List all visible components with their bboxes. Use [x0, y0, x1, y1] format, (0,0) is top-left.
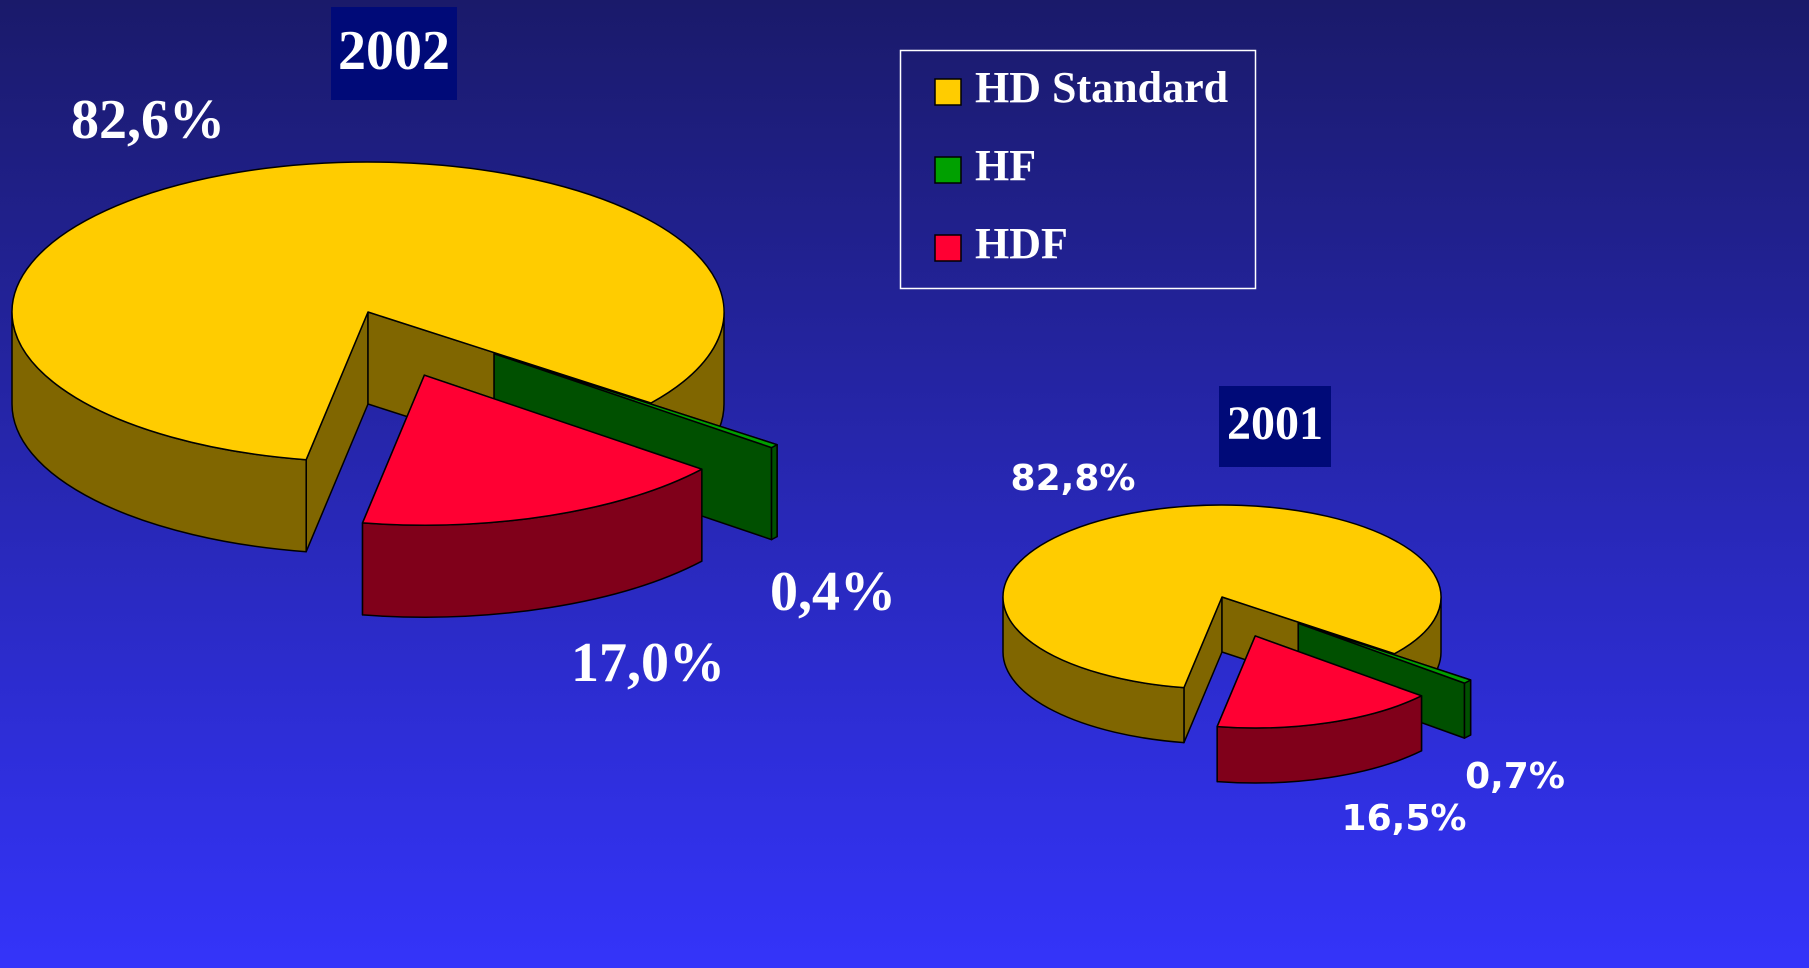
data-label: 16,5% [1342, 798, 1467, 839]
data-label: 0,7% [1465, 756, 1565, 797]
legend-swatch [934, 234, 962, 262]
slice-side [1463, 679, 1472, 739]
slice-side [770, 443, 778, 541]
title-box [1219, 386, 1331, 467]
slice [1216, 635, 1423, 729]
data-label: 0,4% [770, 561, 896, 623]
legend-swatch [934, 78, 962, 106]
chart-title: 2002 [338, 20, 450, 82]
title-box [331, 7, 457, 100]
slice [11, 161, 725, 461]
legend-box [899, 49, 1257, 290]
legend-label: HDF [975, 219, 1068, 268]
legend-label: HF [975, 141, 1036, 190]
legend-swatch [934, 156, 962, 184]
chart-title: 2001 [1227, 397, 1323, 450]
legend-label: HD Standard [975, 63, 1228, 112]
data-label: 82,8% [1011, 458, 1136, 499]
slice [1002, 504, 1442, 689]
slice [1297, 622, 1472, 684]
slice [493, 352, 778, 449]
slice [361, 374, 703, 526]
data-label: 17,0% [571, 632, 725, 694]
data-label: 82,6% [71, 89, 225, 151]
